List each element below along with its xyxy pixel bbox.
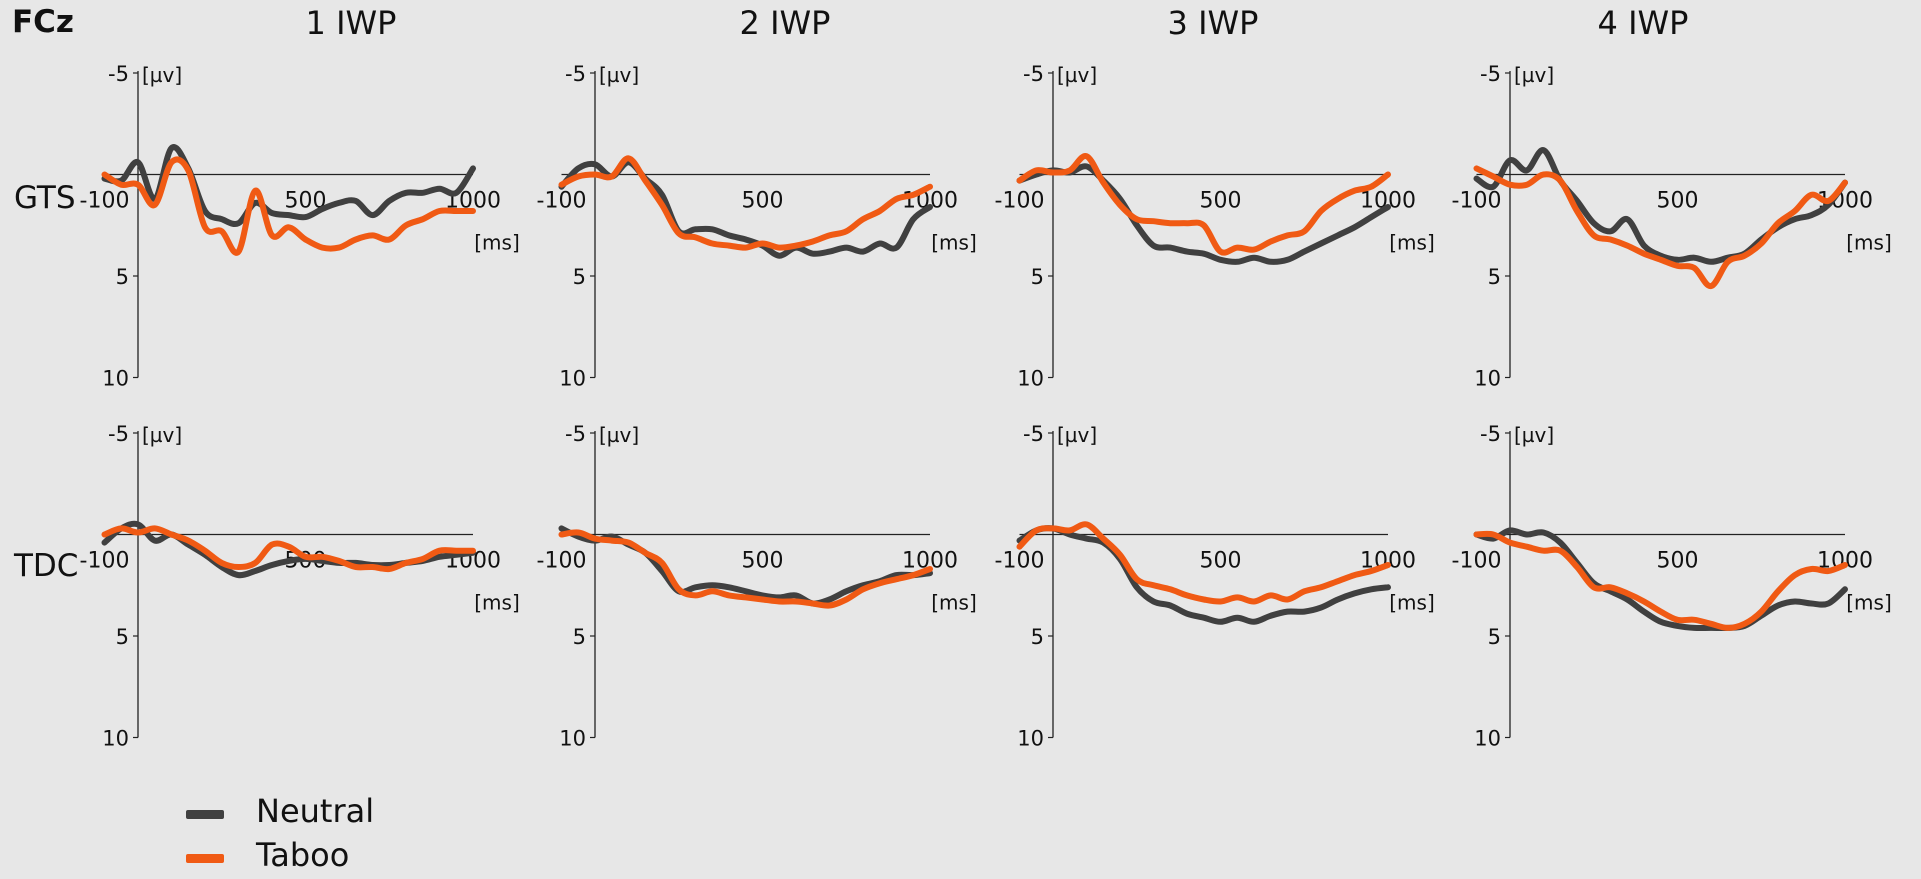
x-tick-label: 500: [1200, 189, 1242, 214]
series-line-neutral: [1016, 525, 1391, 625]
x-tick-label: 500: [1657, 189, 1699, 214]
y-tick-label: 10: [1017, 727, 1044, 751]
electrode-label: FCz: [12, 4, 74, 40]
y-axis-label: [µv]: [1514, 423, 1554, 447]
y-tick-label: 5: [116, 265, 129, 289]
y-tick-label: -5: [1480, 422, 1501, 446]
x-tick-label: -100: [80, 189, 130, 214]
legend-label-taboo: Taboo: [256, 836, 350, 874]
row-label-gts: GTS: [14, 180, 76, 216]
y-axis-label: [µv]: [599, 423, 639, 447]
x-tick-label: -100: [1452, 549, 1502, 574]
y-tick-label: -5: [108, 62, 129, 86]
y-tick-label: -5: [1480, 62, 1501, 86]
legend-label-neutral: Neutral: [256, 792, 375, 830]
x-tick-label: 500: [742, 189, 784, 214]
y-axis-label: [µv]: [142, 423, 182, 447]
x-axis-label: [ms]: [931, 591, 977, 615]
y-tick-label: 5: [1031, 265, 1044, 289]
series-line-taboo: [1473, 530, 1848, 631]
y-tick-label: 5: [1031, 625, 1044, 649]
y-tick-label: 5: [1488, 265, 1501, 289]
x-axis-label: [ms]: [1846, 591, 1892, 615]
series-line-neutral: [1473, 527, 1848, 632]
x-tick-label: -100: [995, 549, 1045, 574]
column-title-4: 4 IWP: [1597, 4, 1689, 42]
y-tick-label: 10: [1474, 367, 1501, 391]
x-tick-label: -100: [1452, 189, 1502, 214]
series-line-neutral: [1473, 147, 1848, 265]
y-axis-label: [µv]: [1057, 423, 1097, 447]
series-line-taboo: [101, 525, 476, 573]
x-axis-label: [ms]: [931, 231, 977, 255]
x-tick-label: -100: [80, 549, 130, 574]
y-axis-label: [µv]: [599, 63, 639, 87]
x-tick-label: 500: [1657, 549, 1699, 574]
series-line-taboo: [101, 156, 476, 256]
x-axis-label: [ms]: [474, 591, 520, 615]
y-tick-label: 5: [116, 625, 129, 649]
legend-swatch-neutral: [186, 810, 224, 819]
y-tick-label: -5: [565, 62, 586, 86]
y-tick-label: 10: [102, 367, 129, 391]
column-title-3: 3 IWP: [1167, 4, 1259, 42]
y-axis-label: [µv]: [142, 63, 182, 87]
x-axis-label: [ms]: [474, 231, 520, 255]
series-line-taboo: [1473, 165, 1848, 290]
series-line-neutral: [101, 144, 476, 227]
y-tick-label: -5: [565, 422, 586, 446]
y-tick-label: 5: [573, 625, 586, 649]
x-axis-label: [ms]: [1389, 591, 1435, 615]
column-title-1: 1 IWP: [305, 4, 397, 42]
y-tick-label: 10: [559, 367, 586, 391]
y-tick-label: 10: [1474, 727, 1501, 751]
y-axis-label: [µv]: [1057, 63, 1097, 87]
x-tick-label: -100: [537, 549, 587, 574]
y-axis-label: [µv]: [1514, 63, 1554, 87]
series-line-taboo: [1016, 521, 1391, 605]
y-tick-label: 10: [559, 727, 586, 751]
y-tick-label: -5: [108, 422, 129, 446]
x-tick-label: 500: [1200, 549, 1242, 574]
x-tick-label: -100: [537, 189, 587, 214]
y-tick-label: -5: [1023, 62, 1044, 86]
y-tick-label: 5: [1488, 625, 1501, 649]
y-tick-label: 10: [1017, 367, 1044, 391]
legend-swatch-taboo: [186, 854, 224, 863]
x-tick-label: 500: [742, 549, 784, 574]
x-tick-label: -100: [995, 189, 1045, 214]
x-axis-label: [ms]: [1846, 231, 1892, 255]
column-title-2: 2 IWP: [739, 4, 831, 42]
y-tick-label: 10: [102, 727, 129, 751]
legend-item-taboo: Taboo: [186, 836, 446, 876]
series-line-taboo: [1016, 153, 1391, 256]
series-line-neutral: [1016, 163, 1391, 265]
series-line-taboo: [558, 155, 933, 251]
row-label-tdc: TDC: [14, 548, 79, 584]
y-tick-label: -5: [1023, 422, 1044, 446]
series-line-taboo: [558, 529, 933, 609]
x-axis-label: [ms]: [1389, 231, 1435, 255]
legend-item-neutral: Neutral: [186, 792, 446, 832]
y-tick-label: 5: [573, 265, 586, 289]
